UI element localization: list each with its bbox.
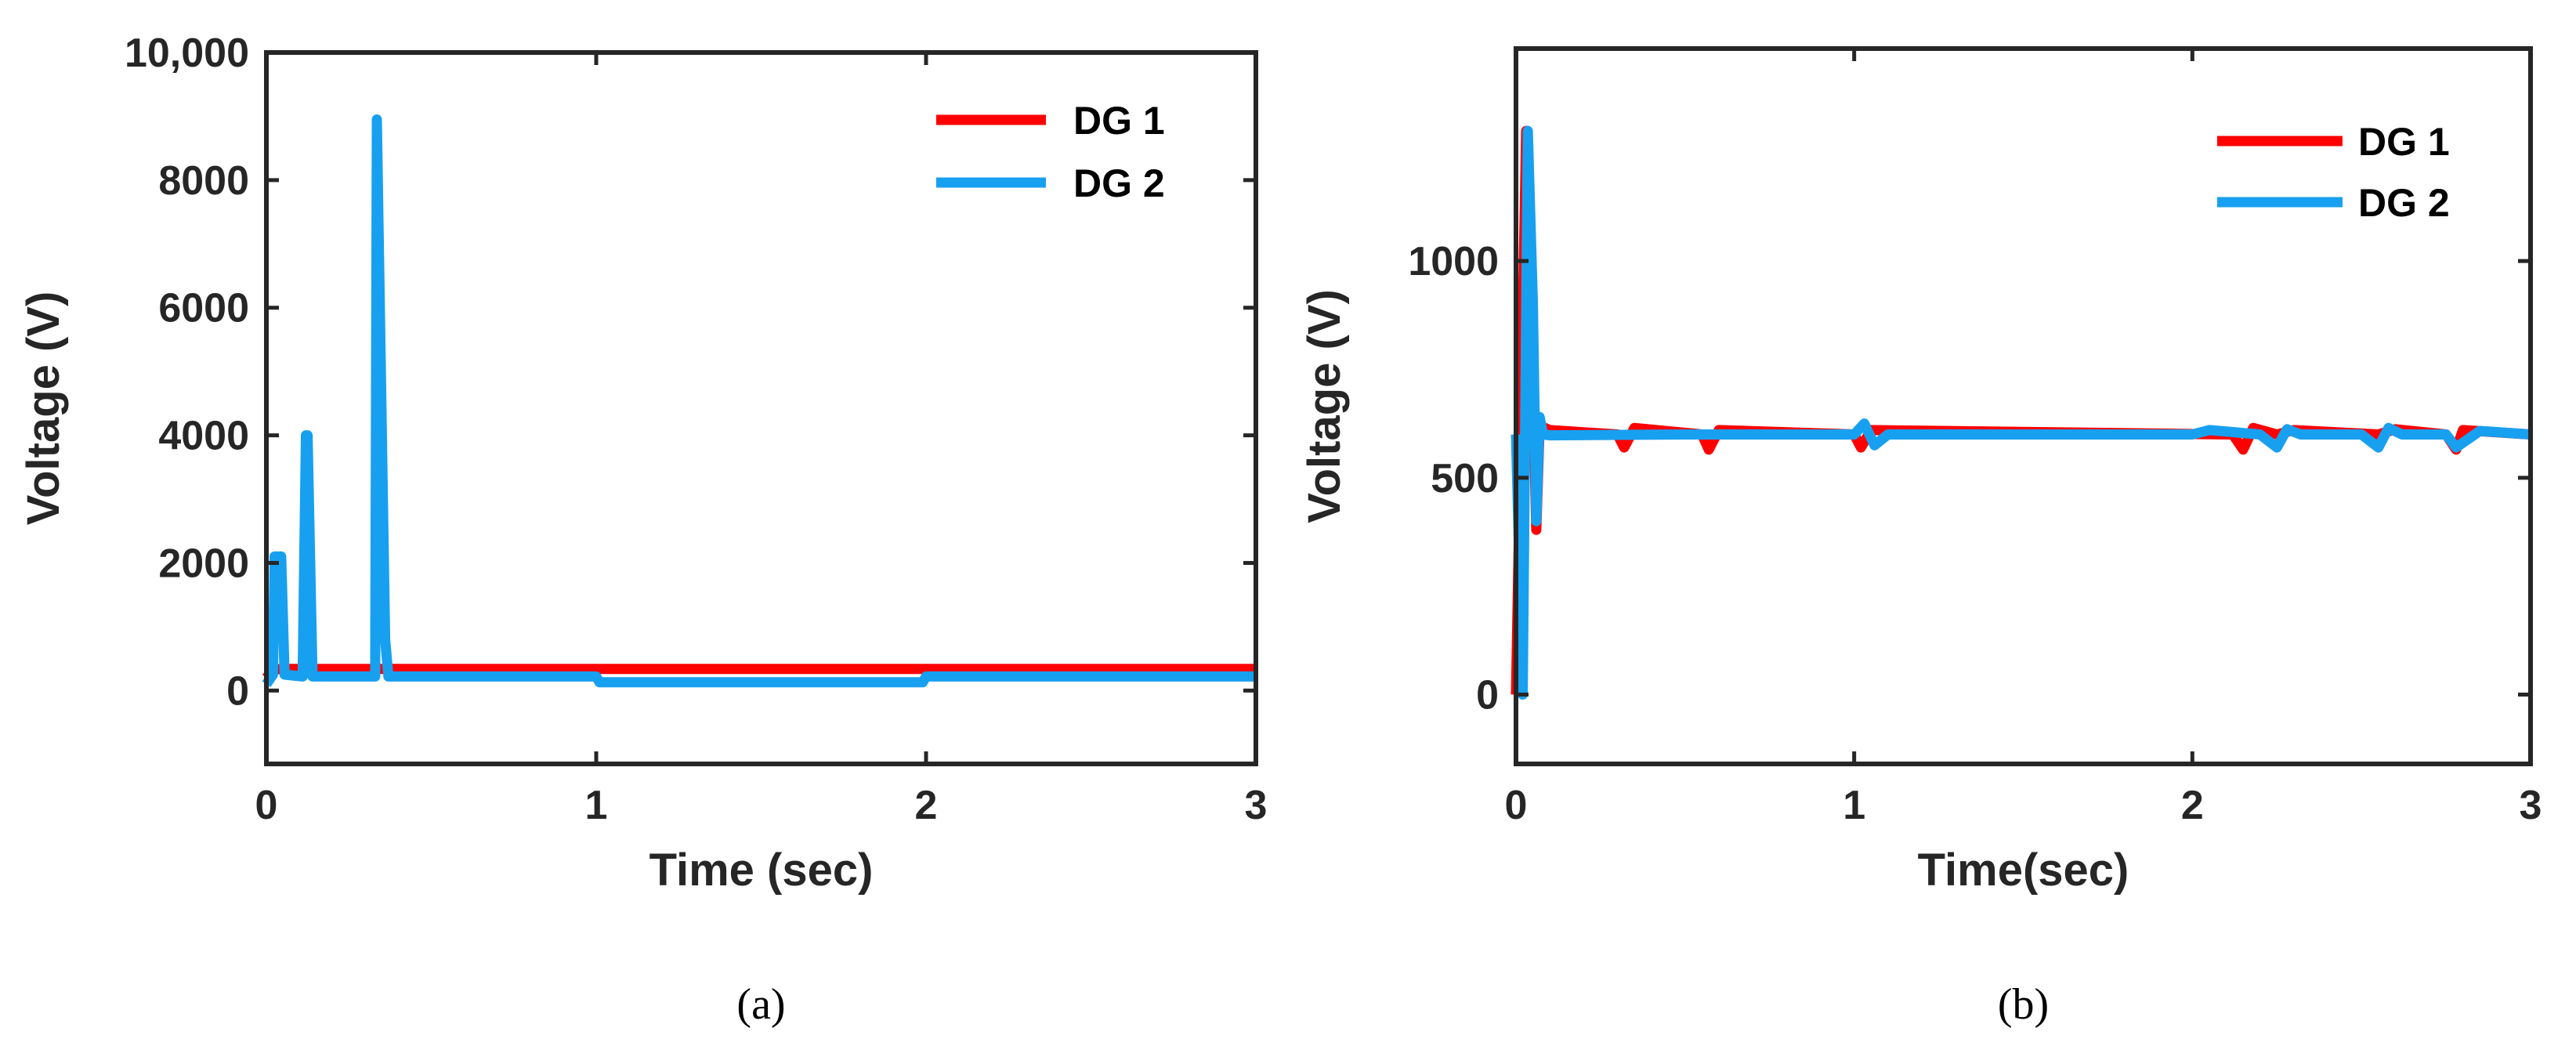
x-axis-label: Time (sec) [649, 845, 874, 896]
x-tick-label: 2 [2181, 783, 2204, 828]
plot-frame [1514, 46, 2533, 766]
panel-caption: (a) [736, 980, 785, 1029]
legend-label-2: DG 2 [1073, 161, 1165, 205]
series-line-2 [262, 114, 1256, 688]
y-tick-label: 1000 [1408, 239, 1499, 284]
y-axis-label: Voltage (V) [1299, 289, 1350, 523]
y-tick-label: 2000 [158, 541, 249, 586]
y-tick-label: 8000 [158, 158, 249, 204]
plot-frame [264, 50, 1258, 766]
x-tick-label: 3 [2520, 783, 2542, 828]
y-tick-label: 6000 [158, 286, 249, 331]
chart-panel-a: 0 1 2 3 0 2000 4000 6000 8000 10,000 Time (sec) Vol… [18, 31, 1267, 1029]
chart-panel-b: 0 1 2 3 0 500 1000 Time(sec) Voltage (V) DG 1 DG 2… [1299, 46, 2542, 1029]
legend-label-2: DG 2 [2358, 181, 2450, 225]
y-tick-label: 0 [1476, 672, 1499, 718]
x-tick-label: 1 [585, 783, 608, 828]
y-tick-label: 0 [226, 668, 249, 714]
series-line-2 [1511, 125, 2531, 700]
x-tick-label: 3 [1245, 783, 1268, 828]
y-tick-label: 500 [1431, 456, 1499, 501]
legend-label-1: DG 1 [2358, 120, 2450, 164]
x-tick-label: 0 [1505, 783, 1528, 828]
y-tick-label: 10,000 [125, 31, 249, 76]
y-axis-label: Voltage (V) [18, 291, 69, 526]
legend: DG 1 DG 2 [2217, 120, 2450, 225]
x-tick-label: 1 [1843, 783, 1865, 828]
y-tick-label: 4000 [158, 414, 249, 459]
legend-label-1: DG 1 [1073, 99, 1165, 143]
x-tick-label: 0 [255, 783, 278, 828]
panel-caption: (b) [1998, 980, 2049, 1029]
x-tick-label: 2 [915, 783, 938, 828]
x-axis-label: Time(sec) [1918, 845, 2129, 896]
legend: DG 1 DG 2 [936, 99, 1165, 205]
